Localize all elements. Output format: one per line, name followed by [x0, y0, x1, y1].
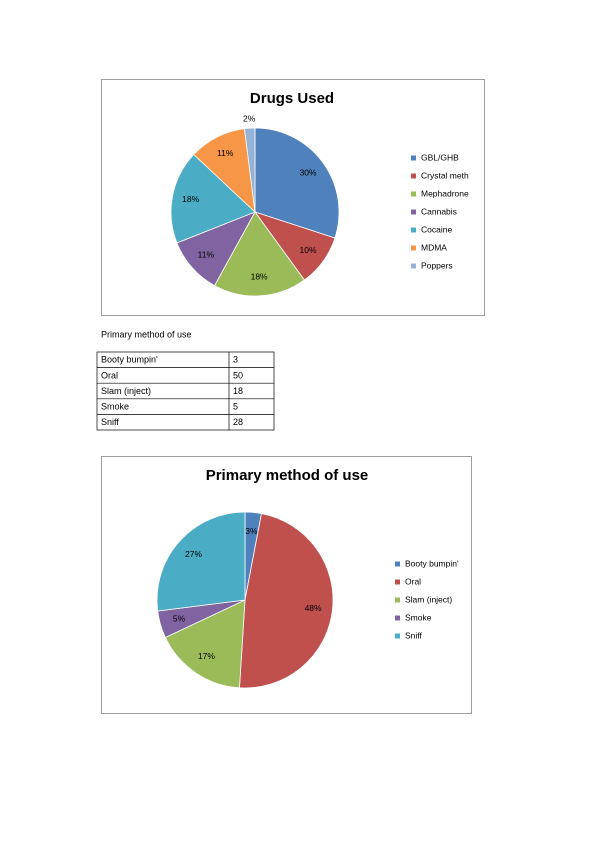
table-border: [96, 351, 275, 431]
table-cell: Slam (inject): [101, 386, 151, 396]
legend-swatch: [411, 209, 416, 215]
legend-label: Booty bumpin': [405, 558, 459, 568]
legend-label: Sniff: [405, 630, 422, 640]
table-cell: Smoke: [101, 401, 129, 411]
legend-swatch: [411, 263, 416, 269]
data-label: 18%: [251, 272, 268, 282]
data-label: 2%: [243, 113, 256, 123]
table-cell: 18: [233, 386, 243, 396]
pie-slice: [213, 211, 305, 297]
legend-label: MDMA: [421, 242, 447, 252]
legend-label: Slam (inject): [405, 594, 452, 604]
chart-title: Drugs Used: [250, 90, 334, 107]
legend-swatch: [395, 561, 400, 567]
data-label: 10%: [299, 245, 316, 255]
data-label: 27%: [185, 549, 202, 559]
pie-slice: [244, 127, 256, 213]
pie-slice: [164, 599, 246, 689]
table-cell: Oral: [101, 370, 118, 380]
table-cell: Sniff: [101, 417, 119, 427]
table-cell: 5: [233, 401, 238, 411]
legend-swatch: [395, 597, 400, 603]
legend-swatch: [411, 227, 416, 233]
table-cell: 50: [233, 370, 243, 380]
chart-title: Primary method of use: [206, 467, 369, 484]
legend-label: GBL/GHB: [421, 152, 459, 162]
data-label: 30%: [299, 168, 316, 178]
legend-swatch: [411, 191, 416, 197]
data-label: 11%: [198, 250, 215, 260]
table-cell: 3: [233, 355, 238, 365]
legend-swatch: [395, 633, 400, 639]
legend-label: Smoke: [405, 612, 432, 622]
table-cell: Booty bumpin': [101, 355, 158, 365]
data-label: 11%: [217, 148, 234, 158]
legend-label: Cocaine: [421, 224, 452, 234]
data-label: 3%: [245, 526, 258, 536]
legend-label: Cannabis: [421, 206, 457, 216]
legend-swatch: [411, 173, 416, 179]
pie-slice: [156, 511, 246, 612]
legend-swatch: [395, 615, 400, 621]
pie-slice: [170, 153, 256, 244]
caption: Primary method of use: [101, 329, 192, 339]
legend-label: Oral: [405, 576, 421, 586]
data-label: 5%: [173, 613, 186, 623]
data-label: 48%: [305, 603, 322, 613]
legend-label: Mephadrone: [421, 188, 469, 198]
legend-swatch: [411, 245, 416, 251]
legend-label: Crystal meth: [421, 170, 469, 180]
data-label: 18%: [182, 194, 199, 204]
legend-label: Poppers: [421, 260, 453, 270]
legend-swatch: [411, 155, 416, 161]
table-cell: 28: [233, 417, 243, 427]
pie-slice: [239, 513, 334, 689]
data-label: 17%: [198, 651, 215, 661]
pie-slice: [254, 127, 340, 239]
legend-swatch: [395, 579, 400, 585]
